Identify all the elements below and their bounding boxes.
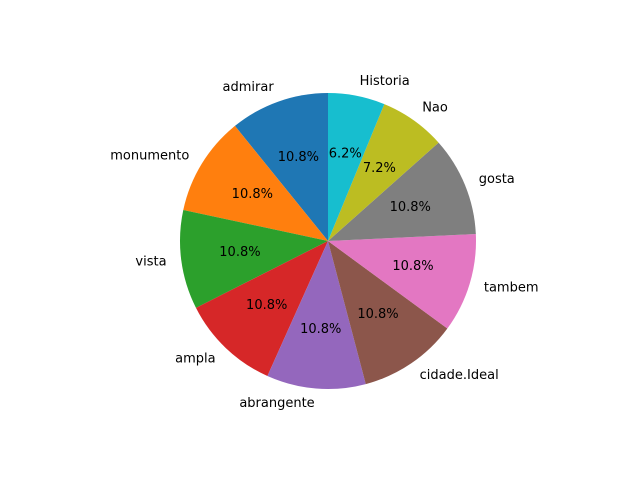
slice-label: abrangente <box>239 396 314 411</box>
slice-label: Nao <box>422 101 448 116</box>
pie-slice-cidade-ideal <box>328 241 448 385</box>
pie-slice-tambem <box>328 234 476 329</box>
pie-slice-admirar <box>234 93 328 241</box>
pie-slice-gosta <box>328 142 476 241</box>
pie-labels: admirar 10.8% monumento 10.8% vista 10.8% ampl… <box>110 74 538 411</box>
pie-slice-nao <box>328 104 439 241</box>
slice-label: monumento <box>110 148 189 163</box>
slice-percent-label: 10.8% <box>392 259 433 274</box>
slice-percent-label: 10.8% <box>219 245 260 260</box>
pie-slice-abrangente <box>267 241 366 390</box>
slice-percent-label: 10.8% <box>278 150 319 165</box>
slice-label: cidade.Ideal <box>420 368 499 383</box>
pie-slice-historia <box>328 93 385 241</box>
slice-label: ampla <box>175 351 215 366</box>
slice-percent-label: 10.8% <box>246 298 287 313</box>
pie-slice-vista <box>180 210 328 308</box>
pie-slices <box>180 93 476 390</box>
slice-percent-label: 10.8% <box>357 307 398 322</box>
slice-percent-label: 10.8% <box>300 322 341 337</box>
pie-slice-ampla <box>195 241 328 377</box>
slice-percent-label: 10.8% <box>232 187 273 202</box>
slice-label: tambem <box>484 280 539 295</box>
pie-slice-monumento <box>183 125 328 241</box>
slice-percent-label: 7.2% <box>363 161 396 176</box>
slice-percent-label: 10.8% <box>390 200 431 215</box>
slice-label: vista <box>135 254 166 269</box>
slice-label: admirar <box>223 80 275 95</box>
slice-label: Historia <box>360 74 410 89</box>
slice-percent-label: 6.2% <box>329 146 362 161</box>
slice-label: gosta <box>479 172 515 187</box>
